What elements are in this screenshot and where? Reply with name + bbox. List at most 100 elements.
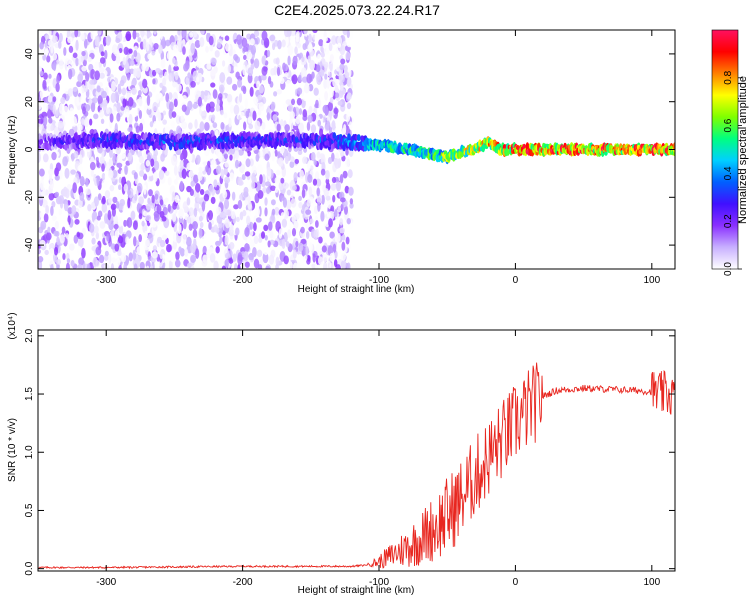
spectrogram-noise-cell — [153, 213, 160, 222]
spectrogram-noise-cell — [159, 100, 166, 111]
spectrogram-noise-cell — [108, 169, 114, 179]
spectrogram-noise-cell — [266, 49, 271, 58]
spectrogram-noise-cell — [293, 220, 299, 229]
spectrogram-noise-cell — [117, 83, 121, 93]
spectrogram-noise-cell — [38, 226, 44, 234]
spectrogram-noise-cell — [157, 112, 162, 122]
spectrogram-noise-cell — [97, 95, 103, 104]
spectrogram-noise-cell — [105, 35, 111, 46]
spectrogram-noise-cell — [181, 94, 187, 101]
spectrogram-noise-cell — [249, 158, 254, 167]
spectrogram-noise-cell — [290, 192, 295, 199]
spectrogram-noise-cell — [151, 194, 155, 204]
spectrogram-noise-cell — [213, 179, 218, 188]
spectrogram-noise-cell — [118, 47, 123, 53]
spectrogram-noise-cell — [264, 148, 269, 154]
spectrogram-noise-cell — [224, 234, 229, 246]
spectrogram-noise-cell — [219, 212, 226, 218]
spectrogram-noise-cell — [244, 242, 250, 252]
spectrogram-noise-cell — [76, 49, 83, 56]
spectrogram-noise-cell — [92, 256, 98, 268]
spectrogram-noise-cell — [74, 218, 80, 225]
spectrogram-noise-cell — [171, 212, 177, 223]
spectrogram-noise-cell — [192, 221, 198, 230]
spectrogram-noise-cell — [312, 253, 316, 263]
spectrogram-noise-cell — [43, 163, 49, 172]
spectrogram-noise-cell — [79, 154, 83, 165]
spectrogram-noise-cell — [186, 262, 192, 269]
spectrogram-noise-cell — [123, 262, 128, 269]
spectrogram-ridge-cell — [175, 143, 179, 151]
spectrogram-noise-cell — [45, 34, 50, 40]
spectrogram-noise-cell — [306, 121, 311, 132]
spectrogram-noise-cell — [250, 45, 256, 55]
spectrogram-noise-cell — [180, 115, 185, 124]
spectrogram-noise-cell — [173, 165, 178, 176]
spectrogram-noise-cell — [268, 254, 275, 265]
spectrogram-noise-cell — [138, 234, 143, 243]
spectrogram-noise-cell — [137, 37, 142, 43]
spectrogram-noise-cell — [100, 51, 105, 57]
spectrogram-noise-cell — [237, 263, 241, 269]
spectrogram-noise-cell — [221, 265, 227, 269]
spectrogram-noise-cell — [262, 186, 267, 194]
spectrogram-noise-cell — [96, 215, 101, 221]
spectrogram-noise-cell — [135, 67, 142, 78]
spectrogram-noise-cell — [55, 162, 62, 172]
spectrogram-noise-cell — [119, 79, 125, 87]
spectrogram-noise-cell — [261, 30, 268, 41]
spectrogram-noise-cell — [286, 189, 292, 196]
spectrogram-noise-cell — [87, 204, 92, 212]
spectrogram-y-ticks: -40 -20 0 20 40 — [24, 48, 675, 252]
spectrogram-noise-cell — [90, 168, 94, 178]
spectrogram-noise-cell — [55, 109, 59, 118]
spectrogram-noise-cell — [183, 63, 189, 72]
spectrogram-noise-cell — [274, 149, 278, 157]
spectrogram-noise-cell — [253, 235, 259, 245]
spectrogram-noise-cell — [143, 184, 147, 196]
spectrogram-noise-cell — [112, 196, 118, 204]
spectrogram-noise-cell — [218, 231, 222, 238]
snr-y-label: SNR (10 * v/v) — [7, 418, 18, 482]
spectrogram-noise-cell — [294, 46, 298, 55]
spectrogram-noise-cell — [185, 76, 191, 85]
spectrogram-noise-cell — [162, 77, 167, 86]
spectrogram-noise-cell — [170, 120, 176, 129]
spectrogram-noise-cell — [53, 126, 59, 137]
spectrogram-noise-cell — [338, 75, 343, 86]
spectrogram-noise-cell — [253, 222, 257, 232]
spectrogram-noise-cell — [323, 79, 328, 90]
spectrogram-noise-cell — [275, 256, 280, 267]
spectrogram-noise-cell — [276, 123, 281, 132]
spectrogram-noise-cell — [280, 211, 285, 218]
spectrogram-noise-cell — [63, 46, 67, 56]
spectrogram-noise-cell — [110, 92, 116, 104]
spectrogram-noise-cell — [233, 204, 239, 210]
spectrogram-noise-cell — [51, 201, 56, 208]
spectrogram-noise-cell — [72, 52, 78, 59]
colorbar-tick-label: 0.4 — [723, 166, 734, 180]
spectrogram-noise-cell — [285, 99, 292, 105]
spectrogram-noise-cell — [110, 243, 116, 250]
spectrogram-noise-cell — [85, 177, 89, 187]
spectrogram-noise-cell — [249, 86, 254, 97]
spectrogram-noise-cell — [183, 218, 187, 230]
y-tick-label: 0 — [24, 146, 35, 152]
spectrogram-noise-cell — [99, 221, 106, 229]
spectrogram-noise-cell — [233, 104, 240, 116]
spectrogram-noise-cell — [171, 57, 176, 64]
snr-y-ticks: 0.0 0.5 1.0 1.5 2.0 — [24, 328, 675, 576]
spectrogram-noise-cell — [329, 231, 335, 239]
spectrogram-noise-cell — [99, 156, 105, 164]
spectrogram-noise-cell — [108, 158, 113, 167]
spectrogram-noise-cell — [96, 175, 100, 187]
spectrogram-noise-cell — [305, 209, 312, 215]
spectrogram-noise-cell — [159, 30, 163, 40]
spectrogram-noise-cell — [258, 101, 265, 112]
spectrogram-noise-cell — [64, 188, 70, 199]
spectrogram-noise-cell — [279, 145, 285, 154]
spectrogram-noise-cell — [267, 240, 271, 248]
spectrogram-noise-cell — [244, 171, 251, 177]
spectrogram-noise-cell — [230, 223, 234, 233]
spectrogram-noise-cell — [342, 170, 348, 179]
